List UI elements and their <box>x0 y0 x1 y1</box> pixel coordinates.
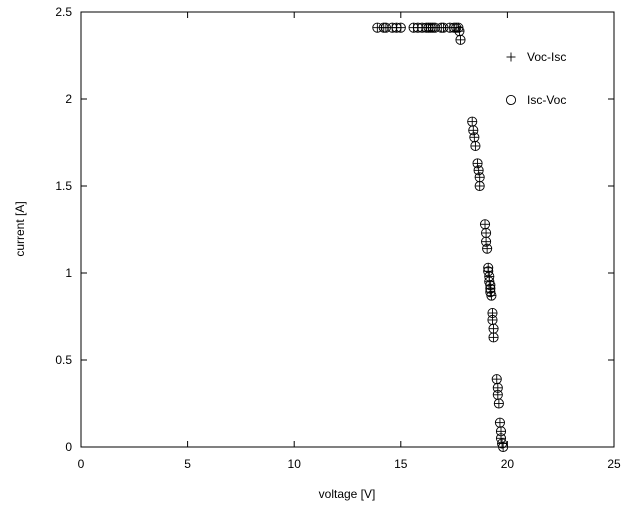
plus-marker <box>497 439 507 449</box>
circle-marker <box>455 34 466 45</box>
plus-marker <box>481 237 491 247</box>
circle-marker <box>378 22 389 33</box>
circle-marker <box>451 22 462 33</box>
legend: Voc-Isc Isc-Voc <box>505 50 566 107</box>
x-tick-label: 10 <box>288 457 302 471</box>
y-tick-label: 1 <box>65 266 72 280</box>
y-axis: 0 0.5 1 1.5 2 2.5 <box>55 5 614 454</box>
plus-marker <box>473 158 483 168</box>
y-tick-label: 2 <box>65 92 72 106</box>
y-tick-label: 2.5 <box>55 5 72 19</box>
circle-marker <box>444 22 455 33</box>
circle-marker <box>436 22 447 33</box>
plus-marker <box>481 228 491 238</box>
circle-marker <box>470 140 481 152</box>
circle-marker <box>492 382 503 393</box>
circle-marker <box>481 236 492 247</box>
x-axis: 0 5 10 15 20 25 <box>78 12 621 471</box>
circle-marker <box>472 158 483 169</box>
circle-marker <box>482 243 493 254</box>
circle-marker <box>488 323 499 334</box>
plus-marker <box>469 132 479 142</box>
y-tick-label: 0 <box>65 440 72 454</box>
plus-marker <box>475 172 485 182</box>
plus-marker <box>468 125 478 135</box>
circle-marker <box>425 22 436 33</box>
x-tick-label: 0 <box>78 457 85 471</box>
plus-marker <box>467 117 477 127</box>
circle-marker <box>468 125 479 136</box>
plot-frame <box>80 11 615 448</box>
circle-marker <box>486 290 497 301</box>
legend-label-voc-isc: Voc-Isc <box>527 50 566 64</box>
y-tick-label: 1.5 <box>55 179 72 193</box>
circle-marker <box>485 280 496 291</box>
x-tick-label: 25 <box>607 457 621 471</box>
x-axis-label: voltage [V] <box>319 487 376 501</box>
plus-marker <box>489 324 499 334</box>
plus-marker <box>498 442 508 452</box>
plus-marker <box>475 181 485 191</box>
circle-marker <box>427 22 438 33</box>
circle-marker <box>423 22 434 33</box>
circle-marker <box>498 441 509 453</box>
circle-marker <box>495 426 507 437</box>
circle-marker <box>449 22 460 33</box>
plus-marker <box>489 332 499 342</box>
legend-marker-circle <box>505 94 517 106</box>
y-tick-label: 0.5 <box>55 353 72 367</box>
circle-marker <box>380 22 391 33</box>
y-axis-label: current [A] <box>13 201 27 256</box>
plus-marker <box>486 291 496 301</box>
circle-marker <box>372 22 383 33</box>
plus-marker <box>493 390 503 400</box>
circle-marker <box>481 227 492 239</box>
legend-label-isc-voc: Isc-Voc <box>527 93 566 107</box>
circle-marker <box>483 266 494 277</box>
circle-marker <box>429 22 440 33</box>
circle-marker <box>474 180 485 192</box>
plus-marker <box>494 399 504 408</box>
x-tick-label: 5 <box>184 457 191 471</box>
x-tick-label: 15 <box>394 457 408 471</box>
circle-marker <box>408 22 419 33</box>
circle-marker <box>473 165 484 176</box>
circle-marker <box>474 172 485 183</box>
plus-marker <box>492 374 502 384</box>
plus-marker <box>470 141 480 151</box>
plus-marker <box>482 244 492 254</box>
circle-marker <box>487 307 498 319</box>
circle-marker <box>412 22 423 33</box>
circle-marker <box>417 22 428 33</box>
plus-marker <box>495 418 505 428</box>
circle-marker <box>488 332 499 343</box>
circle-marker <box>438 22 449 33</box>
plus-marker <box>496 433 506 443</box>
legend-marker-plus <box>506 52 516 62</box>
circle-marker <box>395 22 406 33</box>
x-tick-label: 20 <box>501 457 515 471</box>
circle-marker <box>485 283 496 294</box>
circle-marker <box>493 398 504 409</box>
plus-marker <box>455 35 465 45</box>
circle-marker <box>391 22 402 33</box>
plus-marker <box>484 277 494 287</box>
circle-marker <box>387 22 398 33</box>
circle-marker <box>421 22 432 33</box>
plus-marker <box>480 219 490 229</box>
data-points <box>372 22 509 453</box>
plus-marker <box>487 315 497 325</box>
plus-marker <box>474 165 484 175</box>
